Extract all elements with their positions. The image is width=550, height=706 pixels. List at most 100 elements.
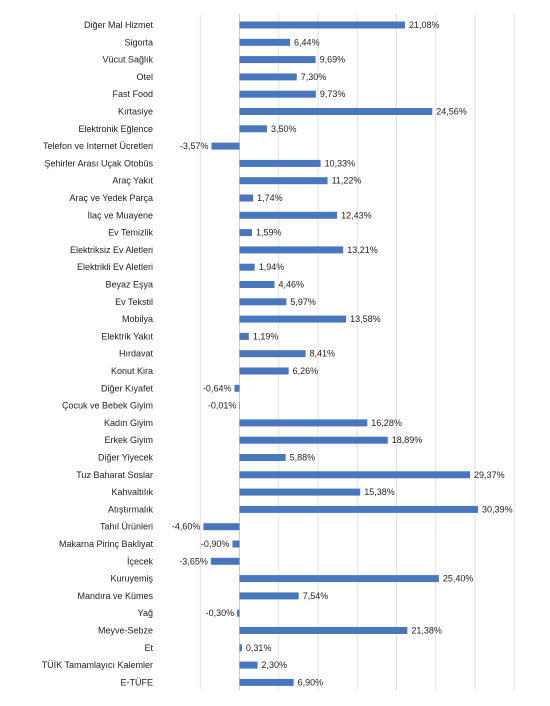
value-label: 1,94% [259, 262, 285, 272]
category-label: Ev Temizlik [108, 228, 153, 238]
bar [239, 488, 361, 496]
bars [203, 21, 479, 686]
bar [239, 263, 255, 271]
bar [239, 246, 344, 254]
category-label: Atıştırmalık [108, 504, 154, 514]
value-label: 11,22% [332, 176, 362, 186]
value-label: -0,30% [206, 608, 235, 618]
category-label: Diğer Yiyecek [98, 453, 154, 463]
category-label: Kahvaltılık [111, 487, 153, 497]
value-label: 24,56% [436, 107, 467, 117]
value-label: 7,30% [301, 72, 327, 82]
bar [239, 194, 254, 202]
bar [239, 350, 306, 358]
category-label: Hırdavat [119, 349, 154, 359]
bar [239, 575, 439, 583]
category-label: Elektriksiz Ev Aletleri [70, 245, 153, 255]
bar [239, 211, 338, 219]
value-label: 13,21% [347, 245, 378, 255]
category-label: Makarna Pirinç Bakliyat [59, 539, 154, 549]
value-label: 16,28% [371, 418, 402, 428]
value-label: 9,73% [320, 89, 346, 99]
category-label: Kadın Giyim [104, 418, 153, 428]
bar [239, 661, 258, 669]
value-label: 12,43% [341, 210, 372, 220]
bar [239, 315, 347, 323]
bar [239, 436, 388, 444]
bar [239, 402, 241, 410]
bar [239, 125, 267, 133]
bar [234, 384, 240, 392]
bar [239, 281, 275, 288]
value-label: 6,44% [294, 37, 320, 47]
category-label: Yağ [138, 608, 153, 618]
value-label: -0,90% [201, 539, 230, 549]
bar [210, 557, 240, 565]
value-label: 5,97% [290, 297, 316, 307]
bar [239, 678, 294, 686]
value-label: 21,08% [409, 20, 440, 30]
category-label: Elektrikli Ev Aletleri [77, 262, 153, 272]
value-label: -4,60% [172, 522, 201, 532]
bar [239, 419, 368, 427]
value-label: 1,19% [253, 331, 279, 341]
bar [239, 177, 328, 185]
value-label: 6,90% [298, 677, 324, 687]
value-label: 29,37% [474, 470, 505, 480]
bar [239, 73, 297, 81]
value-label: 30,39% [482, 504, 513, 514]
bar [239, 471, 471, 479]
category-label: Konut Kira [111, 366, 153, 376]
value-label: 6,26% [293, 366, 319, 376]
category-label: Mobilya [122, 314, 153, 324]
category-label: Beyaz Eşya [105, 280, 153, 290]
bar [211, 142, 240, 150]
bar [239, 505, 479, 513]
value-label: 15,38% [364, 487, 395, 497]
value-label: 1,59% [256, 228, 282, 238]
category-label: Erkek Giyim [104, 435, 153, 445]
category-label: Diğer Kıyafet [101, 383, 154, 393]
bar [239, 159, 321, 167]
value-label: 25,40% [443, 574, 474, 584]
value-label: 8,41% [310, 349, 336, 359]
category-label: Araç Yakıt [112, 176, 153, 186]
bar [239, 108, 433, 115]
category-label: Elektrik Yakıt [101, 331, 153, 341]
value-label: -3,57% [180, 141, 209, 151]
value-labels: 21,08% 6,44%9,69% 7,30% 9,73% 24,56% 3,50% -3,… [172, 20, 513, 687]
category-label: Meyve-Sebze [98, 626, 153, 636]
value-label: 0,31% [246, 643, 272, 653]
category-label: Vücut Sağlık [102, 55, 153, 65]
bar [239, 56, 316, 64]
bar [239, 627, 408, 634]
category-label: Diğer Mal Hizmet [84, 20, 154, 30]
category-label: E-TÜFE [121, 677, 154, 687]
bar [232, 540, 240, 548]
bar [239, 38, 291, 46]
category-label: Elektronik Eğlence [78, 124, 153, 134]
bar [239, 332, 249, 340]
value-label: 3,50% [271, 124, 297, 134]
bar [239, 229, 252, 237]
bar [239, 454, 286, 461]
value-label: 18,89% [392, 435, 423, 445]
category-label: Tahıl Ürünleri [100, 522, 153, 532]
value-label: -0,64% [203, 383, 232, 393]
category-label: İlaç ve Muayene [87, 210, 153, 220]
category-label: Et [144, 643, 153, 653]
category-label: Otel [136, 72, 153, 82]
value-label: 5,88% [290, 453, 316, 463]
bar [203, 523, 240, 531]
category-label: Sigorta [124, 37, 153, 47]
value-label: -0,01% [208, 401, 237, 411]
bar [237, 609, 240, 617]
value-label: 9,69% [320, 55, 346, 65]
category-label: Tuz Baharat Soslar [76, 470, 153, 480]
category-label: İçecek [127, 556, 154, 566]
bar [239, 90, 316, 98]
bar [239, 592, 299, 600]
category-label: Kırtasiye [118, 107, 153, 117]
value-label: 4,46% [279, 280, 305, 290]
